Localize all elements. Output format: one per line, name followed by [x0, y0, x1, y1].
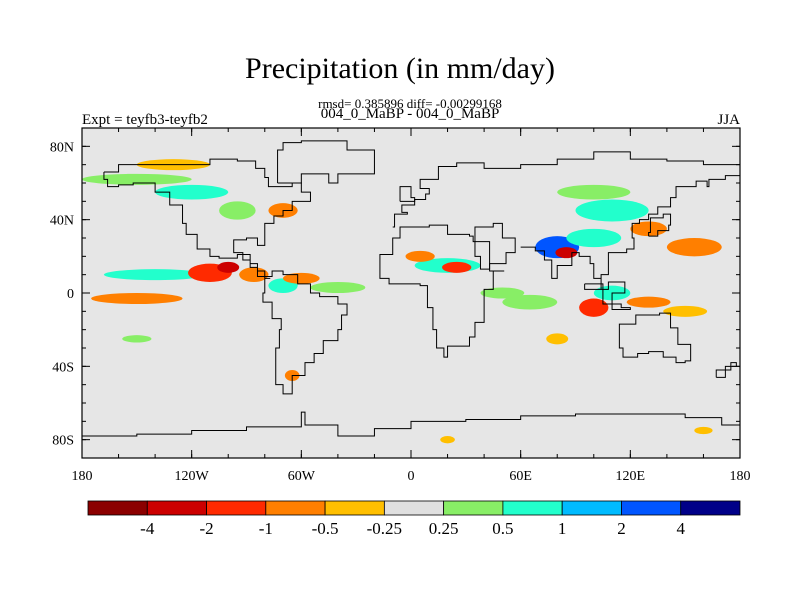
coastline	[715, 362, 737, 378]
colorbar-label: 2	[617, 519, 626, 538]
x-tick-label: 60E	[509, 469, 532, 484]
coastline	[379, 224, 505, 358]
y-tick-label: 80S	[52, 434, 74, 449]
experiment-label: Expt = teyfb3-teyfb2	[82, 112, 208, 128]
colorbar-swatch	[502, 500, 563, 516]
stats-text: rmsd= 0.385896 diff= -0.00299168	[318, 96, 502, 111]
precip-anomaly-cell	[82, 173, 192, 185]
precip-anomaly-cell	[480, 287, 525, 299]
precip-anomaly-cell	[575, 199, 649, 222]
x-tick-label: 120W	[175, 469, 210, 484]
x-tick-label: 0	[408, 469, 415, 484]
coastline	[82, 411, 740, 437]
precip-anomaly-cell	[502, 294, 558, 310]
precip-anomaly-cell	[440, 436, 455, 444]
precip-anomaly-cell	[557, 184, 631, 200]
colorbar-label: 4	[676, 519, 685, 538]
run-label: 004_0_MaBP - 004_0_MaBP	[320, 106, 500, 122]
precip-anomaly-cell	[103, 269, 207, 281]
precip-anomaly-cell	[666, 238, 722, 257]
colorbar-swatch	[265, 500, 326, 516]
precip-anomaly-cell	[217, 261, 240, 273]
colorbar-swatch	[206, 500, 267, 516]
y-tick-label: 80N	[50, 140, 74, 155]
colorbar-label: 1	[558, 519, 567, 538]
colorbar-swatch	[383, 500, 445, 516]
precip-anomaly-cell	[219, 201, 256, 220]
precip-anomaly-cell	[566, 228, 622, 248]
y-tick-label: 0	[67, 287, 74, 302]
precip-anomaly-cell	[239, 267, 269, 282]
precip-anomaly-cell	[310, 282, 366, 293]
coastline	[392, 151, 740, 228]
colorbar-label: 0.5	[492, 519, 513, 538]
colorbar-label: -0.5	[312, 519, 339, 538]
colorbar-label: -0.25	[367, 519, 402, 538]
x-tick-label: 180	[730, 469, 751, 484]
precip-anomaly-cell	[122, 335, 152, 343]
precip-anomaly-cell	[579, 298, 609, 317]
colorbar-swatch	[146, 500, 207, 516]
colorbar-label: -2	[199, 519, 213, 538]
colorbar-swatch	[324, 500, 385, 516]
precip-anomaly-cell	[155, 184, 229, 200]
coastline	[648, 213, 672, 237]
precip-anomaly-cell	[626, 296, 671, 308]
precip-anomaly-cell	[405, 250, 435, 262]
coastline	[277, 140, 375, 184]
precip-anomaly-cell	[663, 305, 708, 317]
x-tick-label: 120E	[616, 469, 646, 484]
coastline	[474, 222, 516, 270]
precip-anomaly-cell	[546, 333, 569, 345]
y-tick-label: 40N	[50, 214, 74, 229]
coastline	[618, 312, 692, 364]
colorbar-label: -1	[259, 519, 273, 538]
colorbar-label: -4	[140, 519, 155, 538]
precip-anomaly-cell	[442, 261, 472, 273]
colorbar-swatch	[621, 500, 682, 516]
precip-anomaly-cell	[694, 426, 713, 435]
colorbar-label: 0.25	[429, 519, 459, 538]
precip-anomaly-cell	[283, 272, 320, 284]
colorbar-swatch	[87, 500, 148, 516]
coastline	[399, 186, 416, 202]
coastline	[103, 158, 348, 395]
colorbar-swatch	[443, 500, 504, 516]
x-tick-label: 180	[72, 469, 93, 484]
colorbar-swatch	[680, 500, 741, 516]
coastline	[520, 173, 740, 290]
coastline	[584, 281, 631, 310]
season-label: JJA	[717, 112, 740, 128]
chart-title: Precipitation (in mm/day)	[245, 52, 555, 85]
y-tick-label: 40S	[52, 360, 74, 375]
colorbar-swatch	[561, 500, 622, 516]
x-tick-label: 60W	[288, 469, 316, 484]
precip-anomaly-cell	[91, 293, 183, 304]
